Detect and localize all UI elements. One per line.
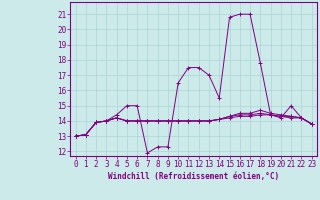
X-axis label: Windchill (Refroidissement éolien,°C): Windchill (Refroidissement éolien,°C) <box>108 172 279 181</box>
